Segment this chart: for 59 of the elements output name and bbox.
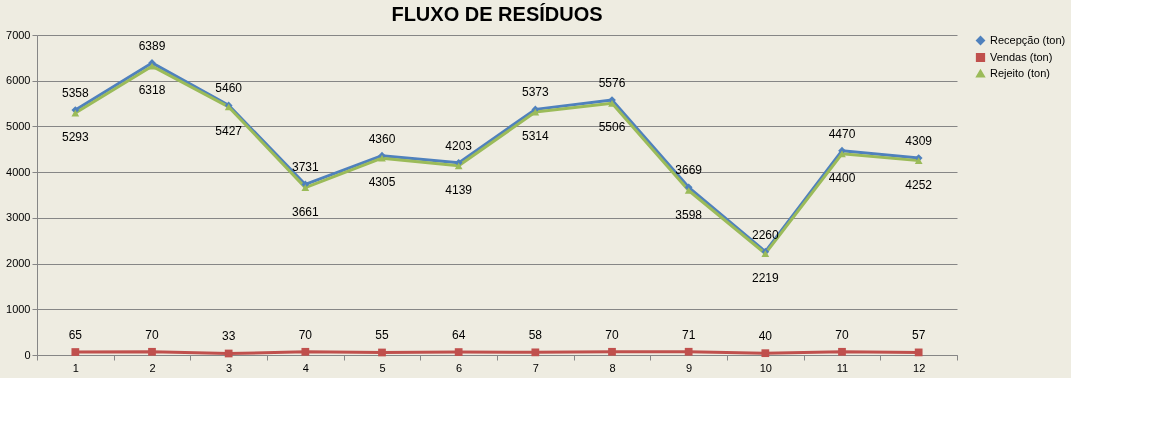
data-label: 5427 [215,123,243,138]
data-label: 5358 [61,86,89,101]
data-label: 5373 [521,85,549,100]
y-tick-label: 3000 [6,211,31,224]
data-label: 4203 [445,138,473,153]
data-label: 5576 [598,76,626,91]
data-label: 4252 [905,177,933,192]
y-tick-label: 6000 [6,74,31,87]
y-tick-label: 4000 [6,165,31,178]
x-tick-label: 12 [913,361,926,374]
x-tick-label: 9 [686,361,693,374]
data-label: 6389 [138,38,166,53]
data-label: 5506 [598,120,626,135]
data-label: 65 [68,328,83,343]
data-label: 4305 [368,175,396,190]
y-tick-label: 2000 [6,257,31,270]
data-label: 3669 [675,163,703,178]
data-label: 40 [758,329,773,344]
data-label: 2219 [751,270,779,285]
x-tick-label: 1 [72,361,79,374]
data-label: 5314 [521,129,549,144]
data-label: 4470 [828,126,856,141]
legend-label: Rejeito (ton) [990,66,1050,79]
data-label: 33 [221,329,236,344]
x-tick-label: 8 [609,361,616,374]
x-tick-label: 4 [302,361,309,374]
y-tick-label: 7000 [6,28,31,41]
data-label: 4139 [445,182,473,197]
data-label: 70 [605,327,619,342]
data-label: 55 [375,328,389,343]
x-tick-label: 2 [149,361,156,374]
data-label: 4400 [828,170,856,185]
data-label: 71 [681,327,696,342]
data-label: 70 [835,327,849,342]
data-label: 4360 [368,131,396,146]
y-tick-label: 5000 [6,119,31,132]
x-tick-label: 6 [456,361,463,374]
legend-label: Vendas (ton) [990,50,1053,63]
data-label: 4309 [905,134,933,149]
y-tick-label: 1000 [6,302,31,315]
data-label: 5293 [61,130,89,145]
data-label: 6318 [138,83,166,98]
data-label: 58 [528,328,543,343]
x-tick-label: 3 [226,361,233,374]
data-label: 3731 [291,160,319,175]
x-tick-label: 7 [532,361,539,374]
data-label: 5460 [215,81,243,96]
data-label: 57 [911,328,926,343]
data-label: 3598 [675,207,703,222]
x-tick-label: 5 [379,361,386,374]
data-label: 3661 [291,204,319,219]
data-label: 70 [298,327,313,342]
chart-title: FLUXO DE RESÍDUOS [391,3,603,25]
x-tick-label: 11 [836,361,849,374]
data-label: 64 [451,328,466,343]
x-tick-label: 10 [759,361,772,374]
legend-label: Recepção (ton) [990,33,1066,46]
data-label: 70 [145,327,159,342]
y-tick-label: 0 [24,348,31,361]
